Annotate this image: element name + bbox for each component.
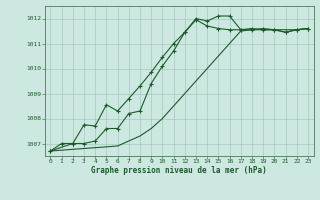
X-axis label: Graphe pression niveau de la mer (hPa): Graphe pression niveau de la mer (hPa) bbox=[91, 166, 267, 175]
